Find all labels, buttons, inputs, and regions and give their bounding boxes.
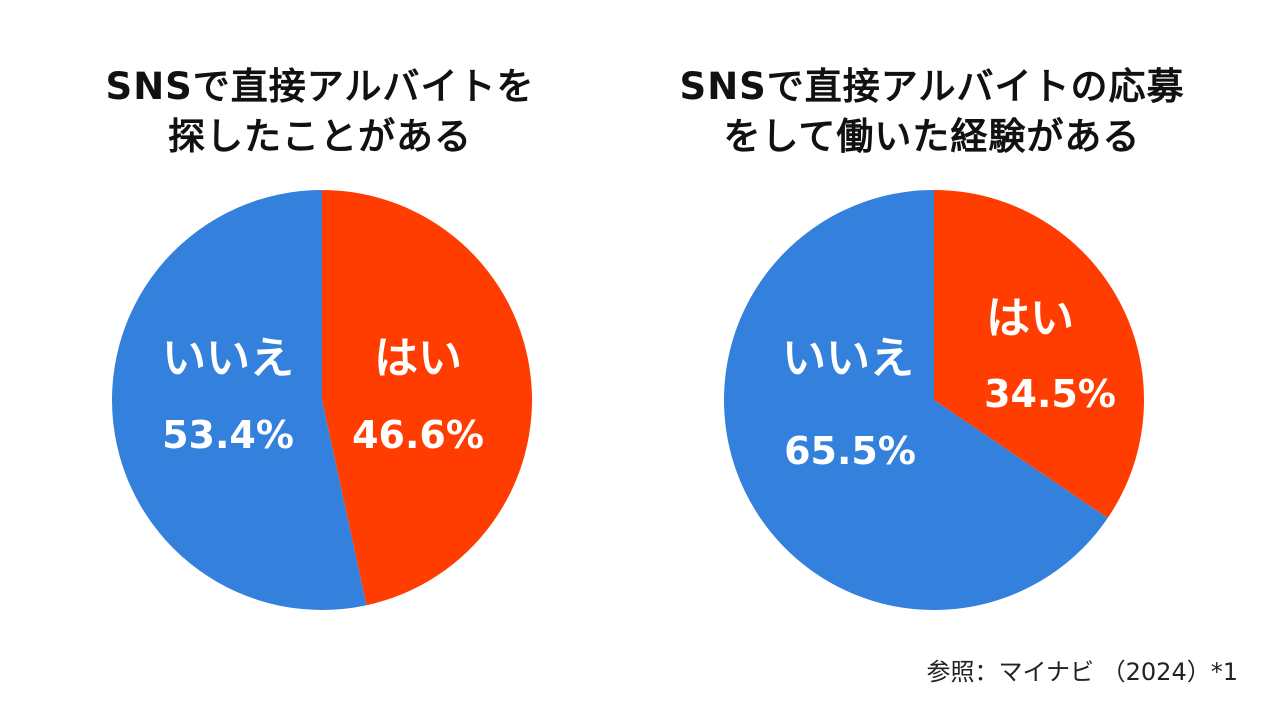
slice-label-yes: はい	[986, 293, 1074, 344]
chart-panel-work-experience: SNSで直接アルバイトの応募 をして働いた経験がある はい 34.5% いいえ 65.…	[612, 0, 1252, 640]
chart-panel-search-experience: SNSで直接アルバイトを 探したことがある はい 46.6% いいえ 53.4%	[0, 0, 640, 640]
pie-slice-yes	[934, 190, 1144, 519]
chart-title-line-1: SNSで直接アルバイトの応募	[679, 65, 1185, 108]
slice-label-yes: はい	[374, 333, 462, 384]
chart-title-line-2: 探したことがある	[168, 115, 472, 158]
chart-title: SNSで直接アルバイトを 探したことがある	[0, 62, 640, 162]
pie-slice-no	[112, 190, 367, 610]
chart-title: SNSで直接アルバイトの応募 をして働いた経験がある	[612, 62, 1252, 162]
chart-title-line-1: SNSで直接アルバイトを	[105, 65, 535, 108]
slice-value-yes: 46.6%	[352, 413, 484, 457]
slice-value-yes: 34.5%	[984, 372, 1116, 416]
slice-label-no: いいえ	[782, 333, 914, 384]
pie-chart: はい 46.6% いいえ 53.4%	[112, 190, 533, 610]
slice-label-no: いいえ	[162, 333, 294, 384]
source-citation: 参照：マイナビ （2024）*1	[926, 658, 1239, 686]
pie-slice-no	[724, 190, 1108, 610]
slice-value-no: 65.5%	[784, 429, 916, 473]
slice-value-no: 53.4%	[162, 413, 294, 457]
pie-chart: はい 34.5% いいえ 65.5%	[724, 190, 1144, 610]
chart-title-line-2: をして働いた経験がある	[723, 115, 1141, 158]
pie-slice-yes	[322, 190, 533, 606]
